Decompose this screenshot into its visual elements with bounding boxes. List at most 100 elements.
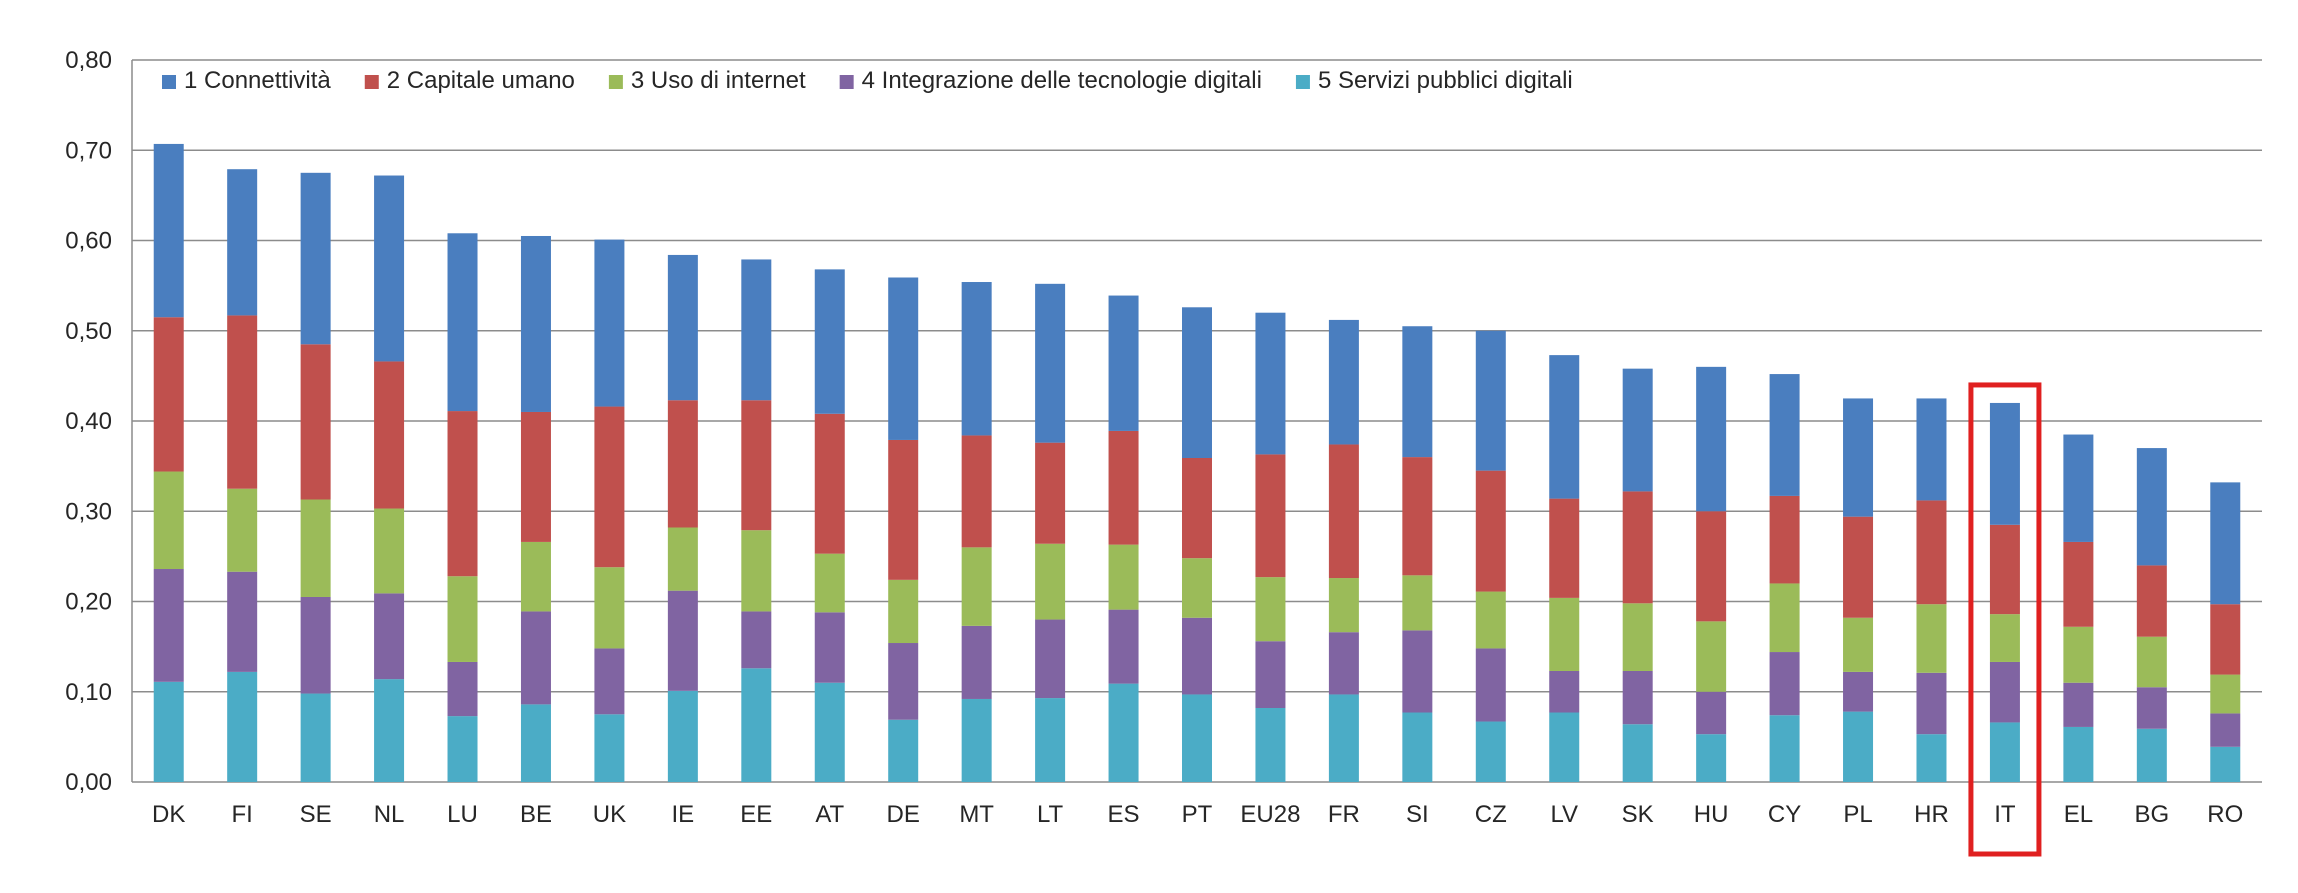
bar-segment-dk-s4 [153, 569, 184, 682]
y-tick-label: 0,00 [65, 769, 112, 796]
bar-segment-cz-s1 [1475, 330, 1506, 471]
x-tick-label: FR [1328, 801, 1360, 828]
bar-segment-lu-s4 [447, 661, 478, 717]
bar-segment-de-s5 [888, 719, 919, 782]
bar-segment-lv-s1 [1549, 355, 1580, 499]
bar-segment-hr-s3 [1916, 604, 1947, 673]
bar-segment-pt-s3 [1182, 558, 1212, 618]
bar-segment-cz-s3 [1475, 591, 1506, 649]
bar-segment-se-s1 [300, 172, 331, 345]
bar-segment-pt-s4 [1182, 617, 1212, 695]
legend-swatch-s3 [608, 75, 623, 89]
x-tick-label: HR [1914, 801, 1949, 828]
bar-segment-at-s2 [814, 413, 845, 554]
bar-segment-se-s5 [300, 693, 331, 782]
x-tick-label: FI [232, 801, 253, 828]
y-tick-label: 0,20 [65, 589, 112, 616]
x-tick-label: LV [1550, 801, 1578, 828]
bar-segment-es-s4 [1108, 609, 1139, 684]
bar-segment-se-s4 [300, 596, 331, 694]
bar-segment-lt-s3 [1035, 543, 1066, 620]
bar-segment-hr-s5 [1916, 734, 1947, 782]
bar-segment-cy-s2 [1769, 495, 1800, 584]
bar-segment-hu-s1 [1696, 366, 1727, 512]
x-tick-label: IE [672, 801, 695, 828]
bar-segment-ro-s5 [2210, 746, 2241, 782]
bar-segment-si-s3 [1402, 575, 1433, 631]
bar-segment-hr-s2 [1916, 500, 1947, 605]
bar-segment-be-s1 [520, 235, 551, 412]
bar-segment-be-s3 [520, 541, 551, 612]
bar-segment-ie-s3 [667, 527, 698, 591]
bar-segment-nl-s2 [374, 361, 405, 509]
bar-segment-hu-s2 [1696, 511, 1727, 622]
bar-segment-ro-s1 [2210, 482, 2241, 605]
x-tick-label: HU [1694, 801, 1729, 828]
bar-segment-be-s4 [520, 611, 551, 705]
bar-segment-nl-s4 [374, 593, 405, 680]
legend-label-s5: 5 Servizi pubblici digitali [1318, 67, 1573, 94]
bar-segment-si-s2 [1402, 457, 1433, 576]
bar-segment-ee-s4 [741, 611, 772, 669]
x-tick-label: NL [374, 801, 405, 828]
bar-segment-fi-s2 [227, 315, 258, 489]
bar-segment-es-s2 [1108, 430, 1139, 545]
x-tick-label: DK [152, 801, 185, 828]
bar-segment-pl-s4 [1843, 671, 1874, 712]
bar-segment-it-s2 [1989, 524, 2020, 615]
bar-segment-se-s3 [300, 499, 331, 597]
bar-segment-uk-s1 [594, 239, 625, 407]
bar-segment-dk-s1 [153, 143, 184, 318]
x-tick-label: ES [1108, 801, 1140, 828]
bar-segment-hu-s3 [1696, 621, 1727, 692]
bar-segment-sk-s2 [1622, 491, 1653, 604]
bar-segment-pl-s3 [1843, 617, 1874, 672]
bar-segment-bg-s4 [2136, 687, 2167, 729]
x-tick-label: EE [740, 801, 772, 828]
y-tick-label: 0,30 [65, 498, 112, 525]
bar-segment-es-s5 [1108, 683, 1139, 782]
x-tick-label: BE [520, 801, 552, 828]
x-tick-label: AT [815, 801, 844, 828]
bar-segment-lv-s3 [1549, 597, 1580, 671]
legend-swatch-s2 [364, 75, 379, 89]
bar-segment-uk-s2 [594, 406, 625, 568]
bar-segment-si-s4 [1402, 630, 1433, 713]
x-tick-label: EL [2064, 801, 2093, 828]
bar-segment-lv-s5 [1549, 712, 1580, 782]
bar-segment-pt-s2 [1182, 458, 1212, 559]
bar-segment-el-s4 [2063, 682, 2094, 727]
bar-segment-bg-s3 [2136, 636, 2167, 688]
bar-segment-el-s1 [2063, 434, 2094, 542]
x-tick-label: EU28 [1240, 801, 1300, 828]
x-tick-label: LU [447, 801, 478, 828]
bar-segment-se-s2 [300, 344, 331, 500]
y-tick-label: 0,80 [65, 47, 112, 74]
bar-segment-bg-s1 [2136, 448, 2167, 566]
bar-segment-cy-s5 [1769, 715, 1800, 782]
bar-segment-ie-s4 [667, 590, 698, 691]
bar-segment-sk-s4 [1622, 670, 1653, 725]
bar-segment-fi-s3 [227, 488, 258, 572]
bar-segment-eu28-s3 [1255, 577, 1286, 642]
bar-segment-de-s1 [888, 277, 919, 440]
legend-label-s4: 4 Integrazione delle tecnologie digitali [862, 67, 1262, 94]
bar-segment-hr-s4 [1916, 672, 1947, 735]
bar-segment-el-s2 [2063, 541, 2094, 627]
bar-segment-uk-s3 [594, 567, 625, 649]
x-tick-label: PT [1182, 801, 1213, 828]
bar-segment-lt-s5 [1035, 698, 1066, 782]
bar-segment-hu-s5 [1696, 734, 1727, 782]
legend-swatch-s1 [162, 75, 176, 89]
bar-segment-fi-s1 [227, 169, 258, 316]
bar-segment-lt-s4 [1035, 619, 1066, 699]
bar-segment-cy-s4 [1769, 652, 1800, 716]
bar-segment-pt-s5 [1182, 694, 1212, 782]
bar-segment-cy-s3 [1769, 583, 1800, 653]
bar-segment-fr-s5 [1328, 694, 1359, 782]
bar-segment-bg-s5 [2136, 728, 2167, 782]
legend-swatch-s5 [1295, 75, 1310, 89]
bar-segment-it-s4 [1989, 661, 2020, 723]
bar-segment-be-s5 [520, 704, 551, 782]
bar-segment-el-s3 [2063, 626, 2094, 683]
